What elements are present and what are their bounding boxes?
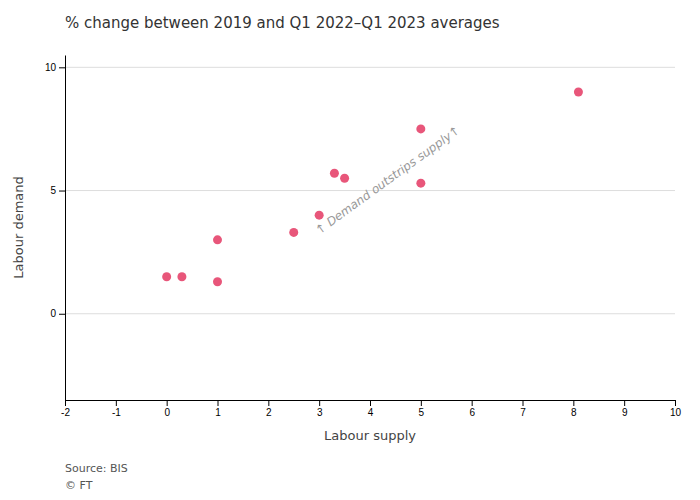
tick: 4: [368, 400, 374, 418]
point: [574, 87, 583, 96]
tick: -1: [112, 400, 121, 418]
grid-line: [65, 313, 675, 314]
tick-label: 3: [317, 407, 323, 418]
grid: [65, 67, 675, 313]
title: % change between 2019 and Q1 2022–Q1 202…: [65, 14, 500, 32]
tick-mark: [59, 314, 65, 315]
tick: 3: [317, 400, 323, 418]
tick-label: 9: [622, 407, 628, 418]
source: © FT: [65, 479, 93, 492]
tick-label: 8: [571, 407, 577, 418]
tick: 0: [50, 308, 65, 319]
tick-mark: [59, 67, 65, 68]
tick-mark: [65, 400, 66, 406]
points: [162, 87, 583, 286]
point: [162, 272, 171, 281]
tick: -2: [61, 400, 70, 418]
axis-line: [65, 56, 66, 401]
chart: % change between 2019 and Q1 2022–Q1 202…: [0, 0, 700, 500]
point: [330, 169, 339, 178]
tick-label: 5: [419, 407, 425, 418]
tick: 8: [571, 400, 577, 418]
tick-mark: [573, 400, 574, 406]
tick: 2: [266, 400, 272, 418]
point: [213, 235, 222, 244]
tick-mark: [523, 400, 524, 406]
x-axis: -2 -1 0 1 2 3 4 5 6 7 8 9 10: [61, 400, 681, 418]
tick-mark: [370, 400, 371, 406]
tick: 1: [215, 400, 221, 418]
plot: -2 -1 0 1 2 3 4 5 6 7 8 9 10 0 5 10 Labour supply Labour …: [11, 56, 681, 444]
annotation: ↑ Demand outstrips supply↑: [313, 123, 463, 237]
grid-line: [65, 67, 675, 68]
y-label: Labour demand: [11, 176, 26, 279]
tick-label: 7: [520, 407, 526, 418]
point: [289, 228, 298, 237]
tick-label: 0: [50, 308, 56, 319]
tick-label: 10: [670, 407, 682, 418]
tick: 10: [45, 62, 65, 73]
tick-mark: [268, 400, 269, 406]
tick-mark: [167, 400, 168, 406]
tick-label: 5: [50, 185, 56, 196]
tick: 10: [670, 400, 682, 418]
tick-mark: [421, 400, 422, 406]
tick-label: 4: [368, 407, 374, 418]
tick-label: -2: [61, 407, 70, 418]
tick-label: 6: [469, 407, 475, 418]
tick-mark: [116, 400, 117, 406]
tick: 5: [50, 185, 65, 196]
point: [177, 272, 186, 281]
point: [416, 124, 425, 133]
tick: 5: [419, 400, 425, 418]
point: [416, 179, 425, 188]
source: Source: BIS: [65, 462, 128, 475]
tick: 0: [164, 400, 170, 418]
x-label: Labour supply: [324, 428, 416, 443]
tick-label: 10: [45, 62, 57, 73]
tick-mark: [675, 400, 676, 406]
tick-label: 0: [164, 407, 170, 418]
tick-mark: [218, 400, 219, 406]
tick-label: -1: [112, 407, 121, 418]
tick-label: 1: [215, 407, 221, 418]
tick-mark: [472, 400, 473, 406]
tick: 9: [622, 400, 628, 418]
tick: 7: [520, 400, 526, 418]
tick-mark: [59, 191, 65, 192]
point: [213, 277, 222, 286]
y-axis: 0 5 10: [45, 56, 66, 401]
tick-mark: [624, 400, 625, 406]
tick-label: 2: [266, 407, 272, 418]
point: [340, 174, 349, 183]
tick: 6: [469, 400, 475, 418]
tick-mark: [319, 400, 320, 406]
